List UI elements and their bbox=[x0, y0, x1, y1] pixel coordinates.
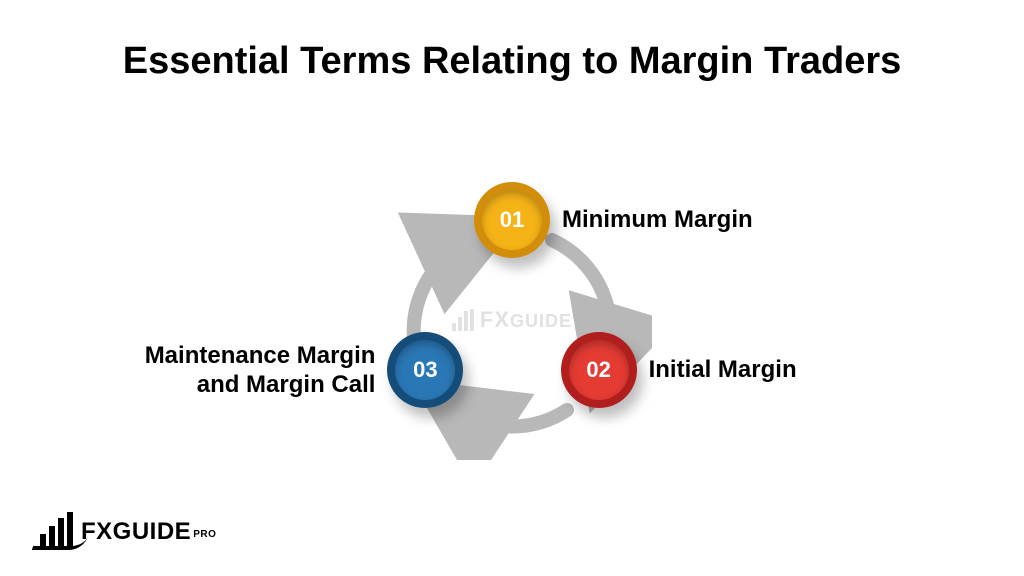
cycle-node-label-03: Maintenance Marginand Margin Call bbox=[145, 342, 376, 400]
cycle-diagram: FXGUIDE 01 02 03 Minimum Margin Initial Mar… bbox=[0, 140, 1024, 500]
cycle-node-number: 03 bbox=[413, 357, 437, 383]
cycle-node-number: 01 bbox=[500, 207, 524, 233]
swoosh-icon bbox=[32, 536, 89, 550]
cycle-node-01: 01 bbox=[474, 182, 550, 258]
watermark-main: FX bbox=[480, 307, 510, 332]
cycle-node-label-01: Minimum Margin bbox=[562, 206, 753, 235]
footer-logo-sub: GUIDE bbox=[113, 518, 192, 546]
footer-logo-main: FX bbox=[81, 518, 113, 546]
cycle-node-02: 02 bbox=[561, 332, 637, 408]
cycle-node-label-02: Initial Margin bbox=[649, 356, 797, 385]
page-title: Essential Terms Relating to Margin Trade… bbox=[0, 40, 1024, 83]
bars-icon bbox=[452, 309, 474, 331]
watermark-sub: GUIDE bbox=[510, 311, 572, 331]
footer-logo: FX GUIDE PRO bbox=[40, 512, 216, 546]
footer-logo-pro: PRO bbox=[193, 529, 216, 540]
cycle-node-number: 02 bbox=[586, 357, 610, 383]
bars-icon bbox=[40, 512, 73, 546]
center-watermark-logo: FXGUIDE bbox=[452, 307, 572, 333]
cycle-node-03: 03 bbox=[387, 332, 463, 408]
